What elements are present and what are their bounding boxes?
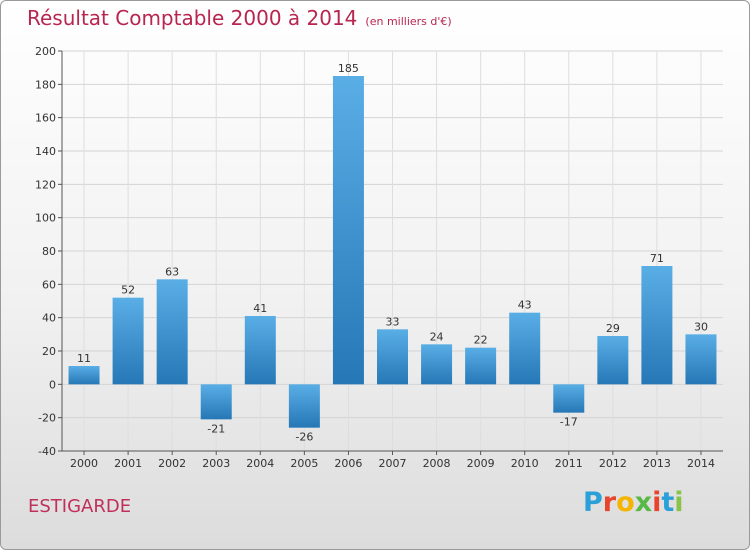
proxiti-logo: Proxiti — [583, 487, 684, 518]
x-tick-labels: 2000 2001 2002 2003 2004 2005 2006 2007 2008 2009… — [70, 457, 715, 470]
chart-title: Résultat Comptable 2000 à 2014 (en millie… — [27, 6, 452, 30]
data-label-2004: 41 — [253, 302, 267, 315]
data-label-2011: -17 — [560, 416, 578, 429]
bar-2007 — [377, 329, 408, 385]
bar-2008 — [421, 344, 453, 385]
bar-2006 — [332, 76, 364, 385]
x-tick-label: 2008 — [423, 457, 451, 470]
x-tick-label: 2014 — [687, 457, 715, 470]
logo-letter: x — [634, 487, 653, 518]
x-tick-label: 2003 — [202, 457, 230, 470]
data-label-2002: 63 — [165, 265, 179, 278]
x-tick-label: 2012 — [599, 457, 627, 470]
y-tick-label: 200 — [35, 45, 56, 58]
logo-letter: i — [674, 487, 684, 518]
y-tick-label: 20 — [42, 345, 56, 358]
y-tick-label: 140 — [35, 145, 56, 158]
y-tick-label: 160 — [35, 112, 56, 125]
x-tick-label: 2004 — [246, 457, 274, 470]
x-tick-label: 2006 — [334, 457, 362, 470]
data-label-2010: 43 — [518, 299, 532, 312]
logo-letter: i — [652, 487, 662, 518]
axes — [58, 50, 723, 455]
bar-2004 — [244, 316, 276, 385]
bar-2002 — [156, 279, 188, 385]
y-tick-label: -40 — [38, 445, 56, 458]
bar-2009 — [465, 347, 497, 385]
y-tick-label: 180 — [35, 78, 56, 91]
chart-subtitle: (en milliers d'€) — [365, 15, 452, 28]
logo-letter: o — [616, 487, 635, 518]
bars — [68, 76, 717, 428]
data-label-2005: -26 — [295, 431, 313, 444]
data-label-2013: 71 — [650, 252, 664, 265]
data-label-2003: -21 — [207, 422, 225, 435]
data-label-2009: 22 — [474, 334, 488, 347]
data-label-2000: 11 — [77, 352, 91, 365]
y-tick-labels: -40 -20 0 20 40 60 80 100 120 140 160 180 200 — [35, 45, 56, 458]
logo-letter: P — [583, 487, 603, 518]
x-tick-label: 2013 — [643, 457, 671, 470]
bar-2001 — [112, 297, 144, 385]
bar-2014 — [685, 334, 717, 385]
y-tick-label: 120 — [35, 178, 56, 191]
x-tick-label: 2005 — [290, 457, 318, 470]
y-tick-label: 60 — [42, 278, 56, 291]
y-tick-label: 0 — [49, 378, 56, 391]
bar-2010 — [509, 312, 541, 385]
chart-title-text: Résultat Comptable 2000 à 2014 — [27, 6, 358, 30]
x-tick-label: 2010 — [511, 457, 539, 470]
data-label-2008: 24 — [430, 330, 444, 343]
data-label-2012: 29 — [606, 322, 620, 335]
y-tick-label: 80 — [42, 245, 56, 258]
data-label-2001: 52 — [121, 284, 135, 297]
y-tick-label: -20 — [38, 412, 56, 425]
commune-name: ESTIGARDE — [28, 496, 132, 517]
logo-letter: t — [661, 487, 675, 518]
x-tick-label: 2009 — [467, 457, 495, 470]
x-tick-label: 2001 — [114, 457, 142, 470]
bar-2000 — [68, 366, 100, 385]
x-tick-label: 2011 — [555, 457, 583, 470]
data-label-2014: 30 — [694, 320, 708, 333]
bar-2011 — [553, 384, 585, 413]
grid-lines — [62, 50, 723, 452]
x-tick-label: 2000 — [70, 457, 98, 470]
y-tick-label: 100 — [35, 212, 56, 225]
x-tick-label: 2007 — [379, 457, 407, 470]
bar-2003 — [200, 384, 232, 420]
bar-2012 — [597, 336, 629, 385]
data-label-2007: 33 — [386, 315, 400, 328]
y-tick-label: 40 — [42, 312, 56, 325]
bar-2013 — [641, 266, 673, 385]
data-labels: 11 52 63 -21 41 -26 185 33 24 22 43 -17 29 71 30 — [77, 62, 708, 444]
bar-2005 — [288, 384, 320, 428]
logo-letter: r — [602, 487, 617, 518]
data-label-2006: 185 — [338, 62, 359, 75]
x-tick-label: 2002 — [158, 457, 186, 470]
